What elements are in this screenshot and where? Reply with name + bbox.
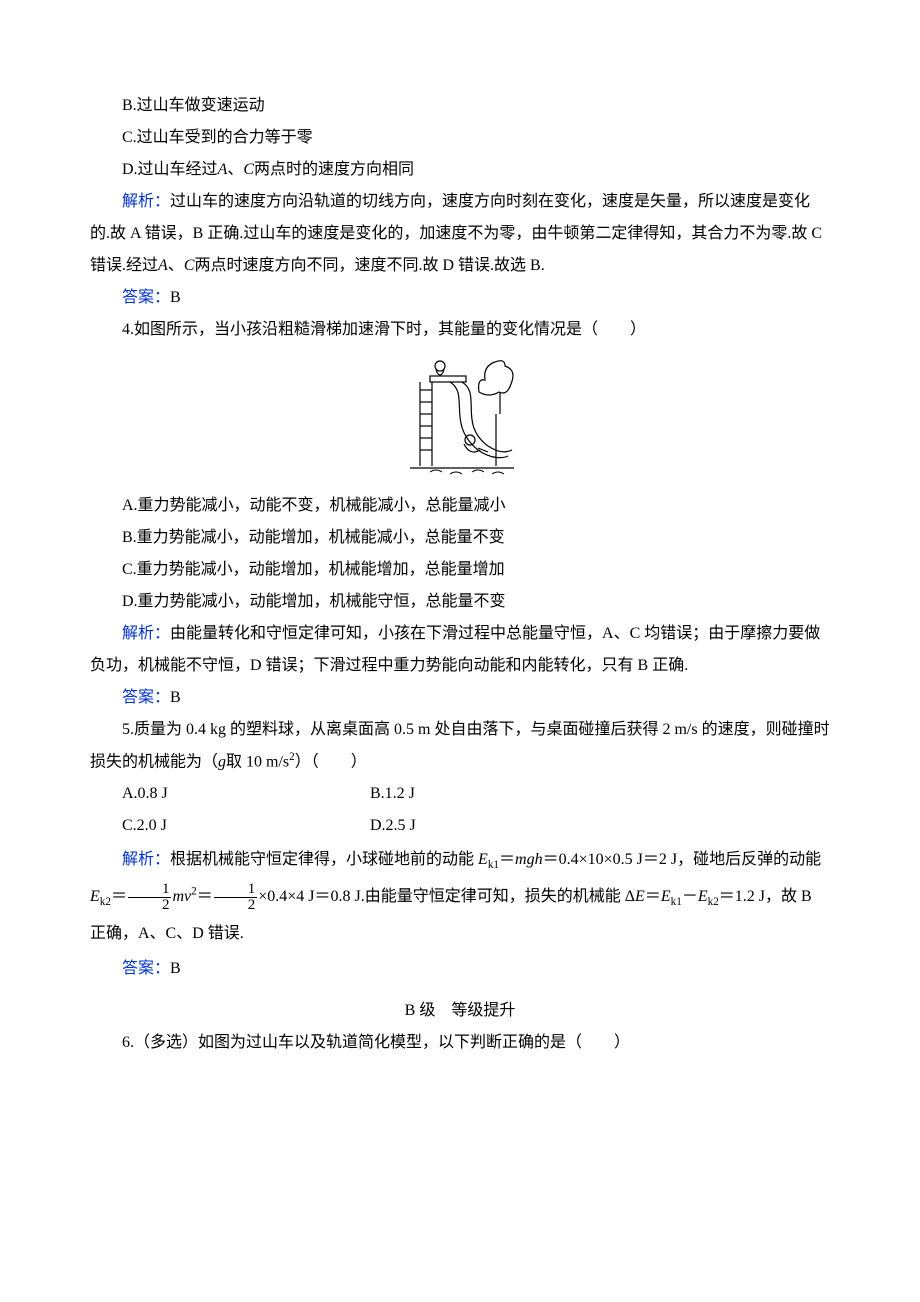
ek1-sub: k1 <box>488 860 499 872</box>
q3-analysis-2: 两点时速度方向不同，速度不同.故 D 错误.故选 B. <box>194 257 544 274</box>
q5-stem: 5.质量为 0.4 kg 的塑料球，从离桌面高 0.5 m 处自由落下，与桌面碰… <box>90 714 830 778</box>
q5-stem-1: 5.质量为 0.4 kg 的塑料球，从离桌面高 0.5 m 处自由落下，与桌面碰… <box>90 721 830 770</box>
q5-options-row2: C.2.0 J D.2.5 J <box>90 810 830 842</box>
q3-option-b: B.过山车做变速运动 <box>90 90 830 122</box>
mv: mv <box>172 888 191 905</box>
q5-stem-2: 取 10 m/s <box>226 753 289 770</box>
q5-answer-value: B <box>170 960 181 977</box>
frac-den: 2 <box>214 898 258 913</box>
analysis-label: 解析： <box>122 851 170 868</box>
q5-analysis: 解析：根据机械能守恒定律得，小球碰地前的动能 Ek1＝mgh＝0.4×10×0.… <box>90 842 830 953</box>
q3-optd-post: 两点时的速度方向相同 <box>254 161 414 178</box>
q5-g: g <box>218 753 226 770</box>
answer-label: 答案： <box>122 689 170 706</box>
mgh: mgh <box>515 851 543 868</box>
q5-answer: 答案：B <box>90 953 830 985</box>
frac-half-1: 12 <box>128 882 172 913</box>
q5-option-a: A.0.8 J <box>90 778 370 810</box>
q3-option-c: C.过山车受到的合力等于零 <box>90 122 830 154</box>
q5-option-b: B.1.2 J <box>370 778 415 810</box>
answer-label: 答案： <box>122 960 170 977</box>
eq4: ＝ <box>645 888 661 905</box>
q4-stem: 4.如图所示，当小孩沿粗糙滑梯加速滑下时，其能量的变化情况是（ ） <box>90 314 830 346</box>
ek2-e: E <box>90 888 100 905</box>
q5-a2: ＝0.4×10×0.5 J＝2 J，碰地后反弹的动能 <box>543 851 822 868</box>
q4-figure <box>90 354 830 482</box>
q4-analysis-text: 由能量转化和守恒定律可知，小孩在下滑过程中总能量守恒，A、C 均错误；由于摩擦力… <box>90 625 820 674</box>
q3-answer: 答案：B <box>90 282 830 314</box>
q3-answer-value: B <box>170 289 181 306</box>
ek2b-e: E <box>698 888 708 905</box>
analysis-label: 解析： <box>122 193 170 210</box>
minus: － <box>682 888 698 905</box>
frac-half-2: 12 <box>214 882 258 913</box>
ek1b-e: E <box>661 888 671 905</box>
ek2-sub: k2 <box>100 896 111 908</box>
q4-answer-value: B <box>170 689 181 706</box>
section-b-title: B 级 等级提升 <box>90 995 830 1027</box>
analysis-label: 解析： <box>122 625 170 642</box>
slide-illustration <box>400 354 520 482</box>
q4-option-b: B.重力势能减小，动能增加，机械能减小，总能量不变 <box>90 522 830 554</box>
frac-num: 1 <box>128 882 172 898</box>
eq2: ＝ <box>111 888 127 905</box>
q4-option-d: D.重力势能减小，动能增加，机械能守恒，总能量不变 <box>90 586 830 618</box>
q3-optd-a: A <box>218 161 228 178</box>
delta-e: E <box>635 888 645 905</box>
q4-analysis: 解析：由能量转化和守恒定律可知，小孩在下滑过程中总能量守恒，A、C 均错误；由于… <box>90 618 830 682</box>
q3-option-d: D.过山车经过A、C两点时的速度方向相同 <box>90 154 830 186</box>
frac-den: 2 <box>128 898 172 913</box>
q5-a1: 根据机械能守恒定律得，小球碰地前的动能 <box>170 851 474 868</box>
frac-num: 1 <box>214 882 258 898</box>
q5-options-row1: A.0.8 J B.1.2 J <box>90 778 830 810</box>
q4-option-a: A.重力势能减小，动能不变，机械能减小，总能量减小 <box>90 490 830 522</box>
q5-a3: ×0.4×4 J＝0.8 J.由能量守恒定律可知，损失的机械能 Δ <box>258 888 635 905</box>
q3-optd-mid: 、 <box>227 161 243 178</box>
eq3: ＝ <box>197 888 213 905</box>
q6-stem: 6.（多选）如图为过山车以及轨道简化模型，以下判断正确的是（ ） <box>90 1027 830 1059</box>
q5-option-c: C.2.0 J <box>90 810 370 842</box>
q5-stem-3: ）（ ） <box>295 753 367 770</box>
q5-option-d: D.2.5 J <box>370 810 416 842</box>
q4-answer: 答案：B <box>90 682 830 714</box>
q3-analysis-c: C <box>184 257 195 274</box>
q3-analysis-a: A <box>158 257 168 274</box>
eq1: ＝ <box>499 851 515 868</box>
q3-analysis-mid: 、 <box>168 257 184 274</box>
q4-option-c: C.重力势能减小，动能增加，机械能增加，总能量增加 <box>90 554 830 586</box>
q3-analysis: 解析：过山车的速度方向沿轨道的切线方向，速度方向时刻在变化，速度是矢量，所以速度… <box>90 186 830 282</box>
q3-optd-c: C <box>243 161 254 178</box>
ek1b-sub: k1 <box>671 896 682 908</box>
answer-label: 答案： <box>122 289 170 306</box>
q3-optd-pre: D.过山车经过 <box>122 161 218 178</box>
ek2b-sub: k2 <box>708 896 719 908</box>
ek1-e: E <box>478 851 488 868</box>
